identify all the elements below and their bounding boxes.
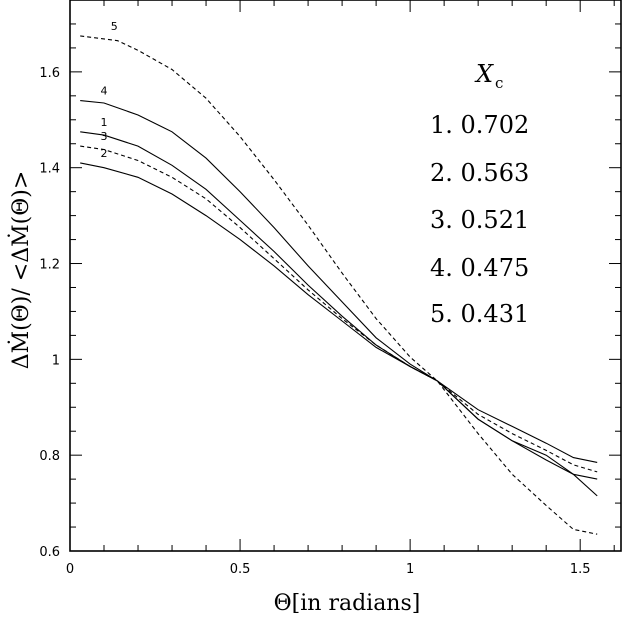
y-tick-label: 0.8 (39, 449, 60, 464)
y-tick-label: 0.6 (39, 545, 60, 560)
y-tick-label: 1.2 (39, 258, 60, 273)
x-tick-label: 0.5 (230, 562, 251, 577)
legend-entry-5: 5. 0.431 (430, 300, 529, 328)
curve-label-2: 2 (101, 147, 108, 160)
series-line-4 (80, 100, 598, 480)
legend-entry-1: 1. 0.702 (430, 111, 529, 139)
x-axis-title: Θ[in radians] (274, 591, 421, 616)
legend: X c 1. 0.702 2. 0.563 3. 0.521 4. 0.475 … (430, 60, 529, 328)
y-tick-label: 1 (52, 353, 60, 368)
x-tick-label: 1 (406, 562, 414, 577)
series-line-1 (80, 131, 598, 497)
plot-frame (69, 0, 622, 552)
series-line-3 (80, 145, 598, 473)
legend-title: X (474, 60, 494, 88)
series-line-2 (80, 162, 598, 463)
legend-entry-3: 3. 0.521 (430, 206, 529, 234)
legend-title-subscript: c (495, 74, 503, 92)
series-line-5 (80, 35, 598, 535)
y-tick-label: 1.6 (39, 66, 60, 81)
legend-entry-4: 4. 0.475 (430, 254, 529, 282)
y-axis-title: ΔṀ(Θ)/ <ΔṀ(Θ)> (7, 171, 34, 370)
tick-marks (69, 0, 621, 552)
y-tick-label: 1.4 (39, 162, 60, 177)
legend-entry-2: 2. 0.563 (430, 159, 529, 187)
curve-label-4: 4 (101, 85, 108, 98)
x-tick-label: 0 (66, 562, 74, 577)
curve-labels: 1 2 3 4 5 (101, 20, 118, 160)
tick-labels: 0 0.5 1 1.5 0.6 0.8 1 1.2 1.4 1.6 (39, 66, 590, 577)
curve-label-1: 1 (101, 116, 108, 129)
curve-label-5: 5 (111, 20, 118, 33)
curves (80, 35, 598, 535)
curve-label-3: 3 (101, 130, 108, 143)
x-tick-label: 1.5 (570, 562, 591, 577)
